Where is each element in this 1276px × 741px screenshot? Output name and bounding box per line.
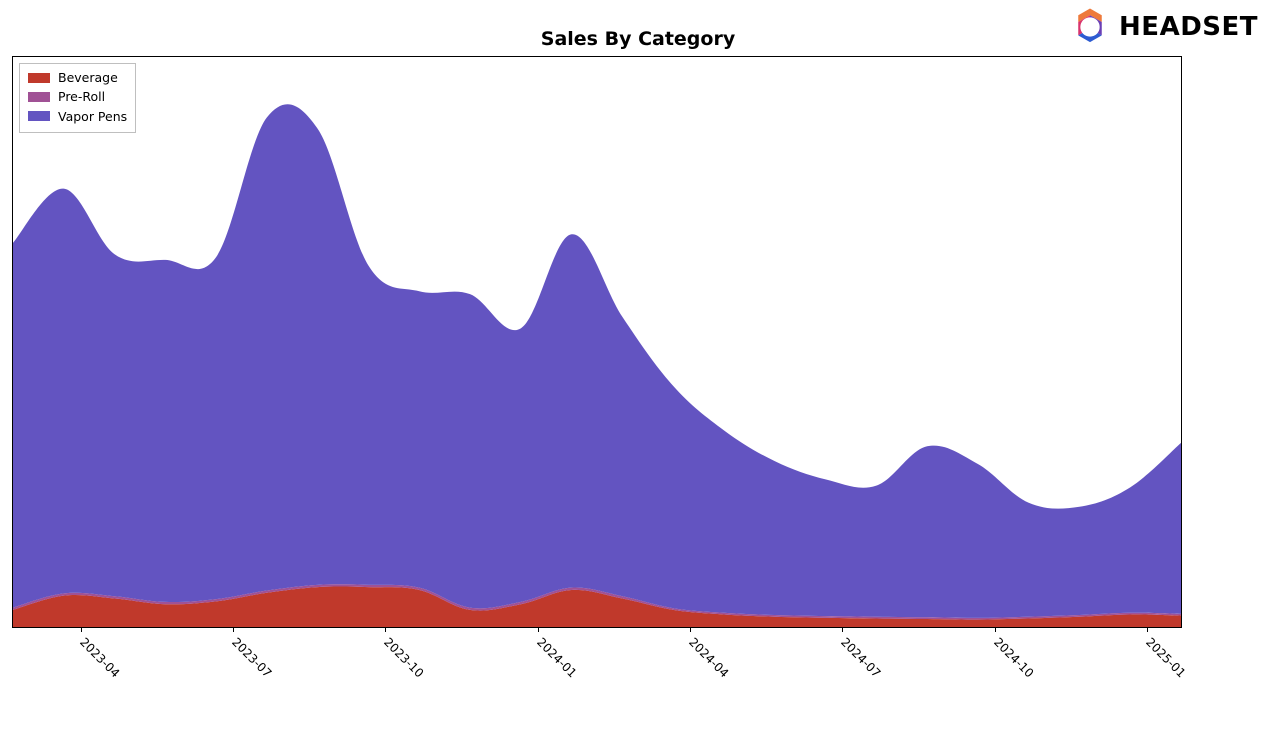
x-tick-label: 2023-07 (229, 635, 274, 680)
plot-area: BeveragePre-RollVapor Pens 2023-042023-0… (12, 56, 1182, 628)
legend-swatch (28, 92, 50, 102)
legend-swatch (28, 111, 50, 121)
legend-item: Pre-Roll (28, 87, 127, 106)
legend-swatch (28, 73, 50, 83)
legend-item: Beverage (28, 68, 127, 87)
headset-logo-mark (1069, 6, 1111, 48)
x-tick-mark (538, 627, 539, 632)
x-tick-label: 2024-10 (991, 635, 1036, 680)
x-tick-label: 2024-07 (838, 635, 883, 680)
x-tick-label: 2023-04 (77, 635, 122, 680)
stacked-area-svg (13, 57, 1181, 627)
legend: BeveragePre-RollVapor Pens (19, 63, 136, 133)
legend-label: Vapor Pens (58, 107, 127, 126)
x-tick-mark (690, 627, 691, 632)
x-tick-label: 2025-01 (1143, 635, 1188, 680)
area-series-vapor-pens (13, 104, 1181, 618)
headset-logo-text: HEADSET (1119, 12, 1258, 42)
x-tick-label: 2024-04 (686, 635, 731, 680)
x-tick-mark (842, 627, 843, 632)
legend-item: Vapor Pens (28, 107, 127, 126)
x-tick-mark (995, 627, 996, 632)
x-tick-label: 2024-01 (534, 635, 579, 680)
x-tick-label: 2023-10 (381, 635, 426, 680)
x-tick-mark (233, 627, 234, 632)
legend-label: Pre-Roll (58, 87, 105, 106)
legend-label: Beverage (58, 68, 118, 87)
headset-logo: HEADSET (1069, 6, 1258, 48)
page-root: Sales By Category HEADSET BeveragePre-Ro… (0, 0, 1276, 741)
x-tick-mark (81, 627, 82, 632)
x-tick-mark (385, 627, 386, 632)
x-tick-mark (1147, 627, 1148, 632)
